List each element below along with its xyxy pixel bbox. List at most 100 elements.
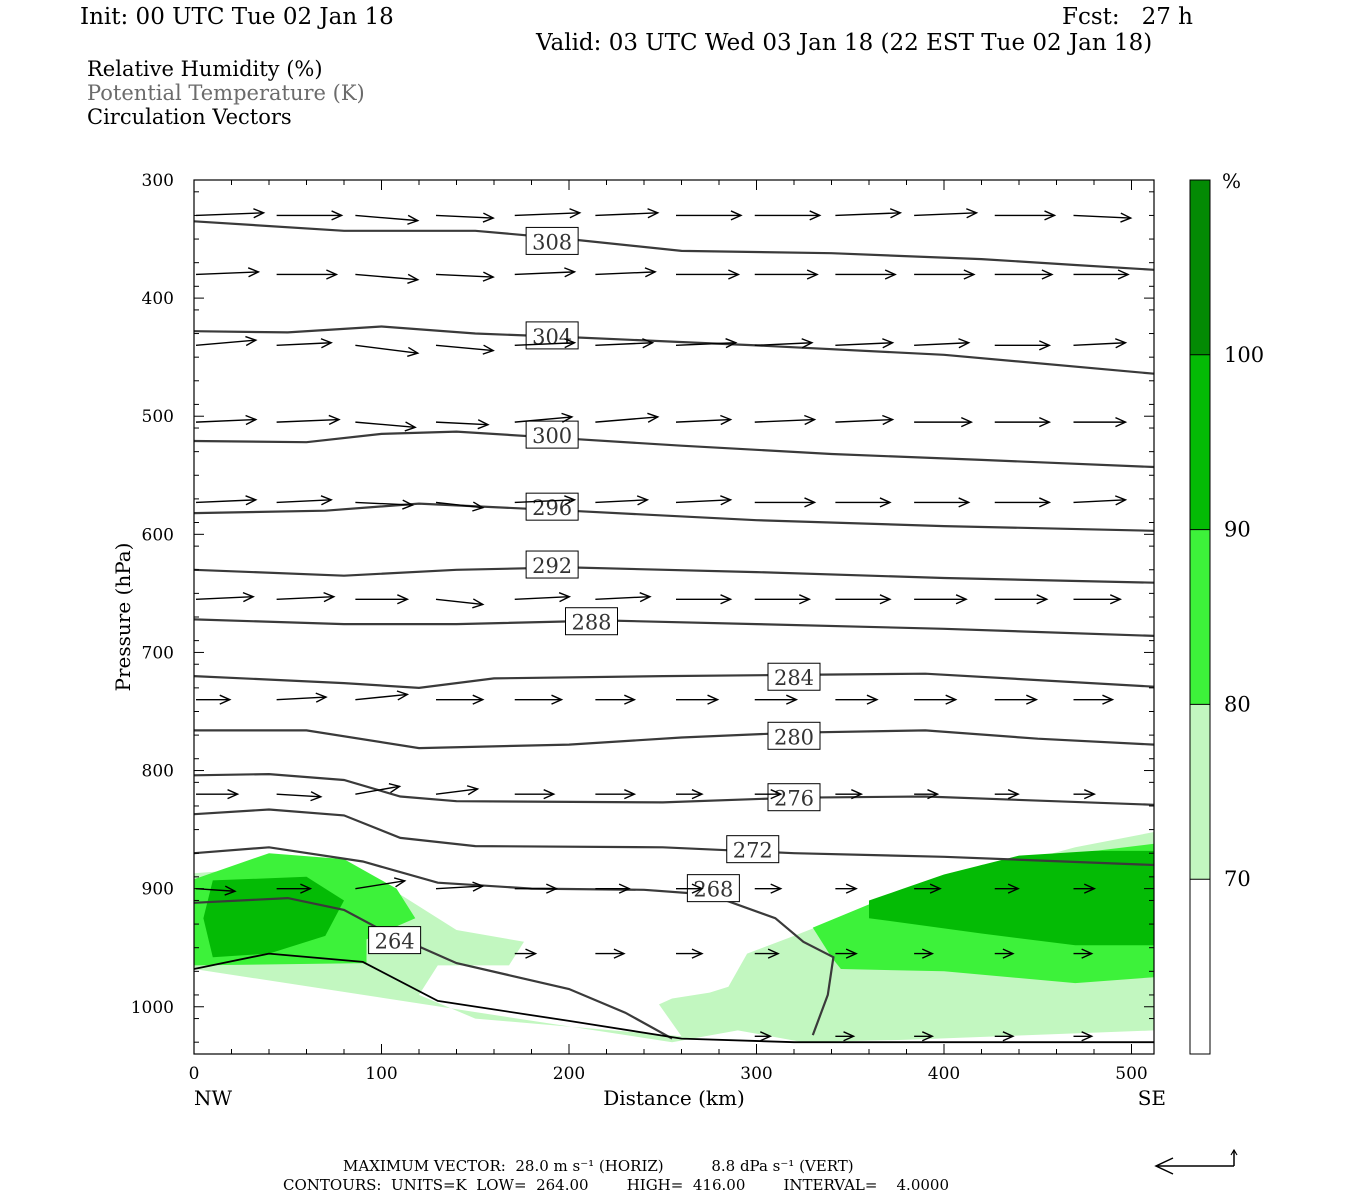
x-tick-label: 400 — [928, 1064, 960, 1084]
vector-arrow — [514, 412, 574, 423]
terrain-line — [193, 952, 1154, 1044]
vector-arrow — [435, 271, 495, 282]
vector-arrow — [994, 210, 1057, 221]
theta-label-276: 276 — [774, 787, 814, 811]
rh-region-90-4 — [869, 850, 1154, 946]
vector-arrow — [435, 598, 485, 609]
theta-contour-308 — [193, 220, 1155, 271]
colorbar-tick-label: 90 — [1224, 518, 1251, 542]
vector-arrow — [595, 267, 657, 278]
vector-arrow — [676, 883, 704, 894]
vector-arrow — [276, 791, 323, 802]
vector-arrow — [835, 414, 895, 426]
vector-arrow — [436, 694, 485, 705]
x-tick-label: 0 — [189, 1064, 200, 1084]
y-tick-label: 300 — [142, 171, 174, 191]
init-time-label: Init: 00 UTC Tue 02 Jan 18 — [80, 4, 394, 30]
vector-arrow — [676, 594, 733, 605]
vector-arrow — [994, 883, 1020, 894]
x-tick-label: 200 — [553, 1064, 585, 1084]
vector-arrow — [195, 414, 258, 426]
theta-label-300: 300 — [532, 424, 572, 448]
vector-arrow — [435, 419, 490, 430]
vector-arrow — [276, 883, 313, 894]
theta-label-308: 308 — [532, 230, 572, 254]
vector-arrow — [754, 789, 783, 800]
theta-contour-292 — [193, 566, 1155, 584]
theta-label-box-288 — [565, 607, 618, 636]
vector-arrow — [676, 210, 743, 221]
vector-arrow — [196, 789, 240, 800]
vector-arrow — [1073, 212, 1133, 223]
vector-arrow — [1073, 416, 1128, 428]
vector-arrow — [1073, 694, 1115, 705]
vector-arrow — [994, 416, 1052, 428]
y-tick-label: 600 — [142, 525, 174, 545]
vector-arrow — [835, 883, 858, 894]
vector-arrow — [276, 210, 344, 221]
vector-arrow — [595, 883, 631, 894]
vector-arrow — [435, 212, 495, 223]
theta-label-264: 264 — [375, 930, 415, 954]
theta-contour-300 — [193, 430, 1155, 469]
theta-contour-288 — [193, 618, 1155, 637]
vector-arrow — [435, 881, 485, 892]
vector-arrow — [1073, 789, 1097, 800]
theta-label-292: 292 — [532, 554, 572, 578]
y-tick-label: 400 — [142, 289, 174, 309]
vector-arrow — [195, 495, 258, 506]
colorbar-frame — [1189, 179, 1211, 1055]
theta-contour-276 — [193, 772, 1155, 806]
vector-arrow — [514, 208, 582, 219]
vector-arrow — [435, 785, 480, 796]
vector-arrow — [835, 948, 858, 959]
colorbar-unit-label: % — [1222, 169, 1241, 193]
vector-arrow — [595, 338, 655, 349]
x-tick-label: 300 — [740, 1064, 772, 1084]
vector-arrow — [355, 421, 417, 432]
vector-arrow — [914, 883, 942, 894]
vector-arrow — [676, 694, 720, 705]
forecast-hour-label: Fcst: 27 h — [1062, 4, 1193, 30]
vector-arrow — [1073, 1031, 1094, 1042]
vector-arrow — [754, 694, 799, 705]
legend-potential-temperature: Potential Temperature (K) — [87, 81, 365, 105]
vector-arrow — [914, 497, 971, 508]
vector-arrow — [355, 877, 407, 890]
vector-arrow — [754, 210, 822, 221]
vector-arrow — [754, 414, 817, 426]
theta-label-box-300 — [525, 420, 579, 449]
x-axis-left-end-label: NW — [194, 1086, 233, 1110]
vector-arrow — [1073, 495, 1128, 506]
vector-arrow — [355, 214, 420, 225]
theta-contour-296 — [193, 502, 1155, 532]
y-tick-label: 700 — [142, 643, 174, 663]
vector-arrow — [835, 338, 895, 349]
vector-arrow — [276, 495, 333, 506]
vector-arrow — [994, 497, 1052, 508]
vector-arrow — [994, 340, 1052, 351]
vector-arrow — [754, 594, 812, 605]
theta-label-box-276 — [767, 783, 821, 812]
vector-arrow — [276, 338, 333, 349]
vector-arrow — [994, 948, 1015, 959]
vector-arrow — [754, 883, 783, 894]
vector-arrow — [994, 694, 1039, 705]
colorbar-segment — [1190, 354, 1210, 530]
vector-arrow — [276, 269, 339, 280]
vector-arrow — [914, 948, 935, 959]
vector-arrow — [514, 694, 564, 705]
vector-arrow — [514, 883, 559, 894]
vector-arrow — [835, 1031, 856, 1042]
theta-label-box-284 — [767, 662, 821, 691]
vector-arrow — [914, 338, 971, 349]
vector-arrow — [675, 338, 738, 349]
colorbar-segment — [1190, 879, 1210, 1054]
theta-contour-280 — [194, 729, 1155, 750]
theta-contour-284 — [193, 672, 1155, 690]
theta-label-box-308 — [525, 226, 579, 255]
footer-contour-info: CONTOURS: UNITS=K LOW= 264.00 HIGH= 416.… — [283, 1176, 949, 1194]
y-axis-title: Pressure (hPa) — [111, 543, 135, 692]
terrain-layer — [193, 952, 1154, 1044]
